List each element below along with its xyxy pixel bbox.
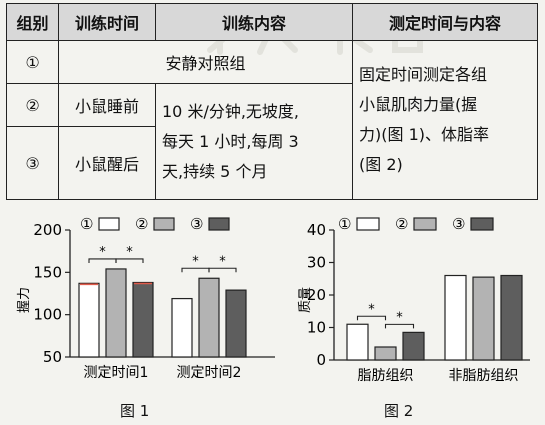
legend-label: ①: [80, 215, 93, 233]
legend-swatch-2: [153, 217, 175, 231]
training-time-cell: 小鼠醒后: [58, 126, 156, 200]
training-content-line: 每天 1 小时,每周 3: [162, 131, 299, 151]
table-row: ③ 小鼠醒后: [6, 126, 538, 200]
legend-label: ②: [135, 215, 148, 233]
group-cell: ①: [6, 40, 59, 84]
significance-bracket: [384, 323, 415, 329]
table-row: ② 小鼠睡前 10 米/分钟,无坡度, 每天 1 小时,每周 3 天,持续 5 …: [6, 83, 538, 200]
y-tick-label: 200: [33, 221, 62, 239]
training-content-line: 天,持续 5 个月: [162, 161, 268, 181]
grip-strength-chart: ① ② ③ 握力 50 100 150 200 * * * * 测定时间1 测定时间2: [17, 215, 275, 381]
bar-1-1: [346, 323, 369, 361]
significance-mark: *: [126, 245, 133, 260]
measurement-cell: 固定时间测定各组 小鼠肌肉力量(握 力)(图 1)、体脂率 (图 2): [352, 40, 538, 200]
bar-1-1: [78, 282, 100, 358]
group-cell: ②: [6, 83, 59, 127]
legend-swatch-2: [413, 217, 437, 231]
legend-swatch-3: [208, 217, 230, 231]
legend-swatch-3: [470, 217, 494, 231]
bar-2-2: [198, 277, 220, 358]
significance-mark: *: [396, 310, 403, 325]
y-tick-label: 0: [316, 351, 326, 369]
bar-2-1: [444, 274, 467, 361]
figure-1-caption: 图 1: [120, 402, 150, 420]
experiment-table: 组别 训练时间 训练内容 测定时间与内容 ① 安静对照组 固定时间测定各组 小鼠…: [6, 3, 538, 200]
figure-2-caption: 图 2: [384, 402, 414, 420]
bar-2-1: [171, 297, 193, 358]
y-tick-label: 10: [307, 319, 326, 337]
bar-2-3: [500, 274, 523, 361]
table-row: ① 安静对照组 固定时间测定各组 小鼠肌肉力量(握 力)(图 1)、体脂率 (图…: [6, 40, 538, 200]
training-time-cell: 小鼠睡前: [58, 83, 156, 127]
y-tick-label: 50: [43, 348, 62, 366]
legend-swatch-1: [356, 217, 380, 231]
bar-1-2: [374, 346, 397, 361]
group-cell: ③: [6, 126, 59, 200]
measurement-line: 力)(图 1)、体脂率: [359, 125, 489, 144]
header-training-time: 训练时间: [58, 3, 156, 41]
training-content-line: 10 米/分钟,无坡度,: [162, 101, 300, 121]
bar-1-2: [105, 268, 127, 358]
legend-label: ②: [395, 215, 408, 233]
table-header-row: 组别 训练时间 训练内容 测定时间与内容: [6, 3, 538, 41]
measurement-line: 固定时间测定各组: [359, 65, 488, 84]
body-mass-chart: ① ② ③ 质量 0 10 20 30 40 * * 脂肪组织 非脂肪组织: [298, 215, 530, 384]
significance-mark: *: [99, 245, 106, 260]
legend-label: ③: [452, 215, 465, 233]
y-tick-label: 100: [33, 306, 62, 324]
bar-1-3: [132, 281, 154, 358]
category-label: 脂肪组织: [358, 368, 414, 384]
header-training-content: 训练内容: [155, 3, 353, 41]
header-measurement: 测定时间与内容: [352, 3, 538, 41]
legend-swatch-1: [98, 217, 120, 231]
significance-mark: *: [368, 302, 375, 317]
category-label: 测定时间2: [177, 365, 242, 381]
y-tick-label: 150: [33, 263, 62, 281]
significance-bracket: [115, 258, 144, 263]
bar-2-2: [472, 276, 495, 361]
legend-label: ③: [190, 215, 203, 233]
category-label: 测定时间1: [84, 365, 149, 381]
category-label: 非脂肪组织: [449, 368, 519, 384]
significance-mark: *: [192, 254, 199, 269]
control-group-cell: 安静对照组: [58, 40, 353, 84]
significance-bracket: [356, 315, 387, 321]
header-group: 组别: [6, 3, 59, 41]
significance-bracket: [208, 267, 237, 273]
bar-2-3: [225, 289, 247, 358]
measurement-line: (图 2): [359, 155, 403, 174]
bar-1-3: [402, 331, 425, 361]
y-tick-label: 40: [307, 221, 326, 239]
y-tick-label: 30: [307, 254, 326, 272]
significance-mark: *: [219, 254, 226, 269]
y-tick-label: 20: [307, 286, 326, 304]
y-axis-label: 质量: [298, 287, 313, 313]
legend-label: ①: [338, 215, 351, 233]
y-axis-label: 握力: [17, 287, 32, 313]
training-content-cell: 10 米/分钟,无坡度, 每天 1 小时,每周 3 天,持续 5 个月: [155, 83, 353, 200]
measurement-line: 小鼠肌肉力量(握: [359, 95, 478, 114]
